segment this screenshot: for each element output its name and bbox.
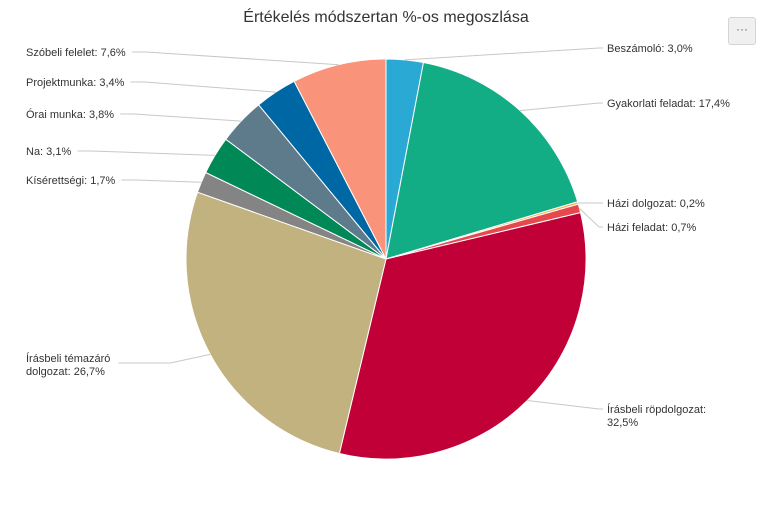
connector-line-irasbeli-temazaro-dolgozat	[118, 353, 211, 364]
connector-line-hazi-feladat	[579, 208, 603, 228]
connector-line-szobeli-felelet	[131, 51, 339, 66]
pie-slice-gyakorlati-feladat[interactable]	[385, 61, 579, 260]
pie-slice-szobeli-felelet[interactable]	[293, 58, 387, 260]
more-icon: ···	[736, 21, 748, 36]
data-label-hazi-dolgozat: Házi dolgozat: 0,2%	[607, 198, 705, 210]
connector-line-na	[77, 150, 215, 156]
data-label-orai-munka: Órai munka: 3,8%	[26, 108, 114, 121]
data-label-na: Na: 3,1%	[26, 146, 71, 158]
data-label-hazi-feladat: Házi feladat: 0,7%	[607, 222, 696, 234]
data-label-irasbeli-temazaro-dolgozat: Írásbeli témazáró dolgozat: 26,7%	[26, 352, 110, 378]
connector-line-kiserettsegi	[121, 179, 202, 183]
pie-slice-irasbeli-temazaro-dolgozat[interactable]	[185, 191, 387, 455]
chart-title: Értékelés módszertan %-os megoszlása	[243, 9, 529, 26]
connector-line-irasbeli-ropdolgozat	[527, 400, 603, 410]
chart-menu-button[interactable]: ···	[728, 17, 756, 45]
data-label-szobeli-felelet: Szóbeli felelet: 7,6%	[26, 47, 126, 59]
data-label-projektmunka: Projektmunka: 3,4%	[26, 77, 125, 89]
data-label-kiserettsegi: Kísérettségi: 1,7%	[26, 175, 115, 187]
connector-line-beszamolo	[404, 47, 603, 61]
connector-line-gyakorlati-feladat	[519, 102, 603, 112]
connector-line-orai-munka	[120, 113, 242, 122]
data-label-beszamolo: Beszámoló: 3,0%	[607, 43, 693, 55]
pie-slice-irasbeli-ropdolgozat[interactable]	[338, 212, 587, 460]
data-label-gyakorlati-feladat: Gyakorlati feladat: 17,4%	[607, 98, 730, 110]
data-label-irasbeli-ropdolgozat: Írásbeli röpdolgozat: 32,5%	[607, 403, 706, 429]
connector-line-projektmunka	[130, 81, 276, 93]
